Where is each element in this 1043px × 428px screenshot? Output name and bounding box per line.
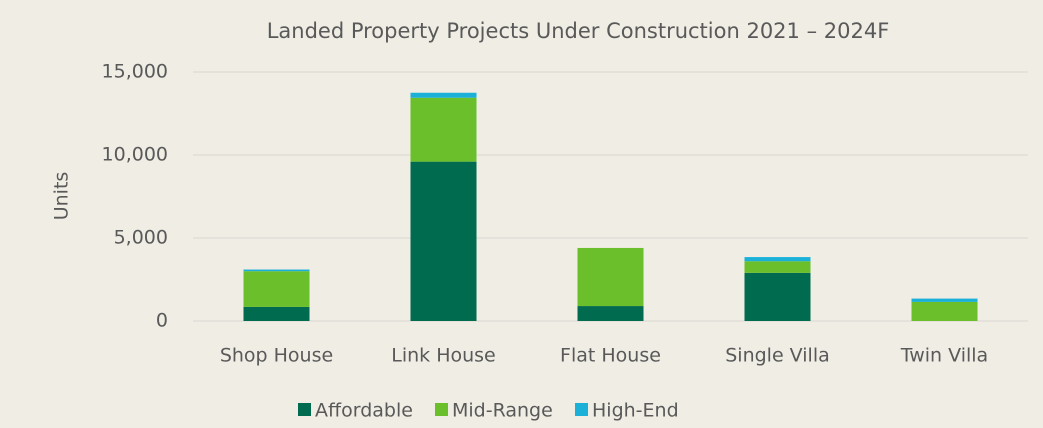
bar-segment bbox=[243, 306, 310, 321]
y-tick-label: 15,000 bbox=[102, 61, 168, 83]
y-tick-label: 5,000 bbox=[114, 227, 168, 249]
bar-segment bbox=[744, 272, 811, 321]
x-tick-label: Shop House bbox=[220, 345, 333, 367]
bar-segment bbox=[410, 97, 477, 162]
bar-segment bbox=[744, 257, 811, 262]
bar-segment bbox=[410, 161, 477, 321]
bar-segment bbox=[577, 306, 644, 321]
bar-segment bbox=[243, 269, 310, 272]
legend-swatch bbox=[435, 403, 448, 416]
bar-segment bbox=[911, 301, 978, 321]
legend-swatch bbox=[298, 403, 311, 416]
y-axis-label: Units bbox=[51, 172, 73, 221]
bar-segment bbox=[744, 261, 811, 273]
x-tick-label: Flat House bbox=[560, 345, 661, 367]
legend-label: Affordable bbox=[315, 400, 413, 422]
y-tick-label: 10,000 bbox=[102, 144, 168, 166]
y-tick-label: 0 bbox=[156, 310, 168, 332]
bar-segment bbox=[243, 271, 310, 307]
legend-swatch bbox=[575, 403, 588, 416]
legend-label: High-End bbox=[592, 400, 679, 422]
bar-segment bbox=[911, 298, 978, 302]
x-tick-label: Twin Villa bbox=[900, 345, 988, 367]
bar-segment bbox=[410, 92, 477, 98]
legend-label: Mid-Range bbox=[452, 400, 553, 422]
chart-title: Landed Property Projects Under Construct… bbox=[267, 19, 890, 43]
bar-segment bbox=[577, 247, 644, 307]
x-tick-label: Link House bbox=[391, 345, 496, 367]
x-tick-label: Single Villa bbox=[725, 345, 830, 367]
